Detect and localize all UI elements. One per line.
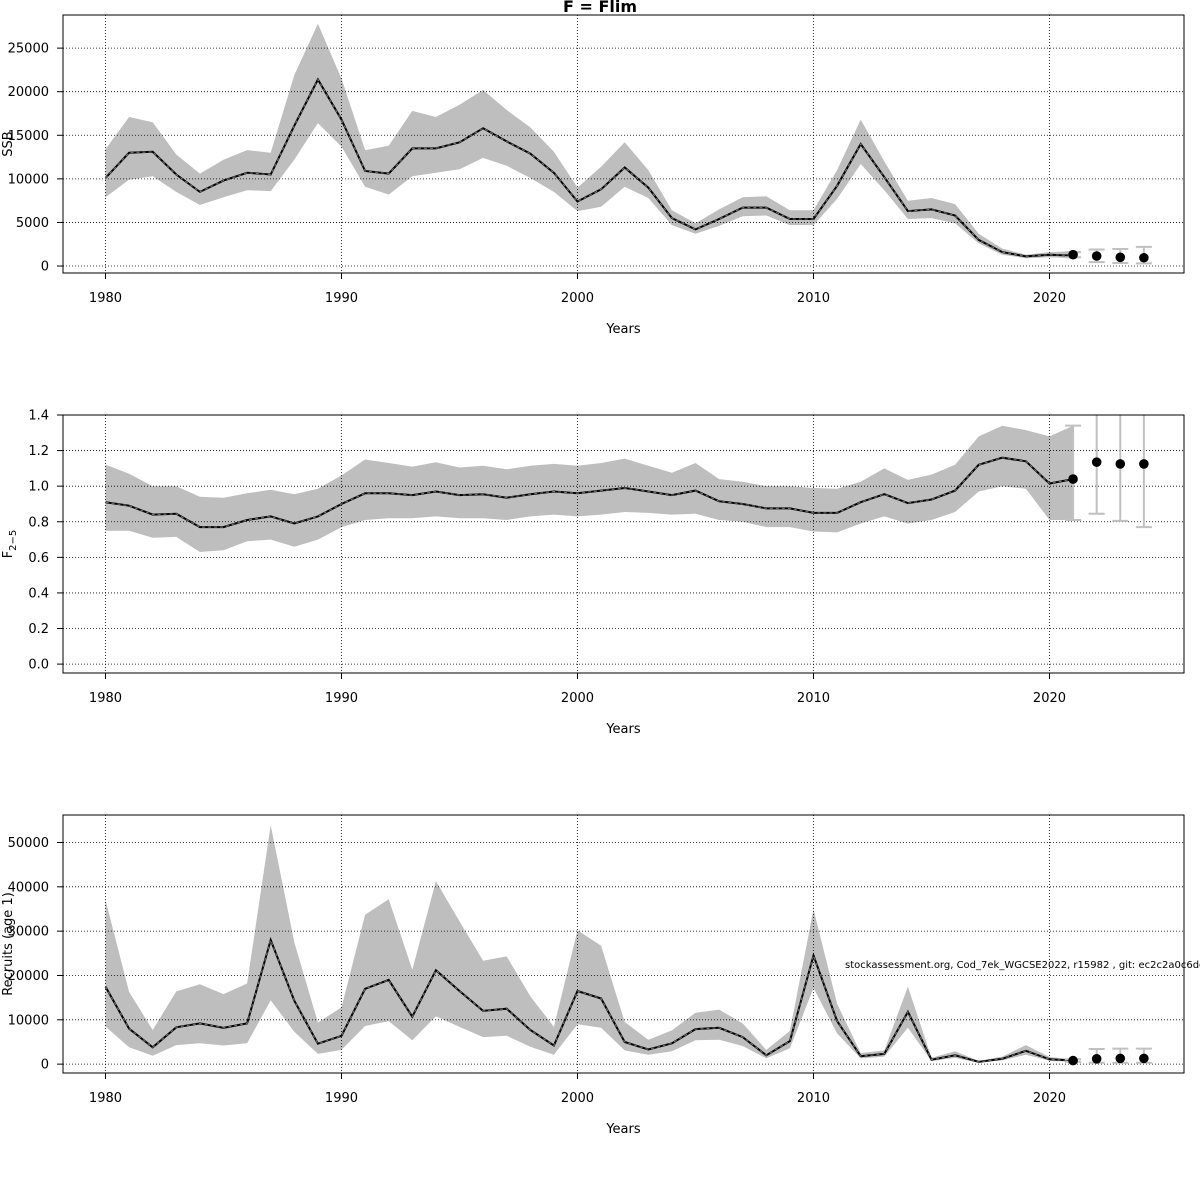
ssb-estimate-dashes <box>105 78 1074 257</box>
f-y-tick-label: 0.4 <box>28 586 49 601</box>
recruits-x-tick-label: 1980 <box>89 1091 122 1106</box>
ssb-forecast-point-2022 <box>1091 251 1102 261</box>
ssb-x-tick-label: 2020 <box>1033 291 1066 306</box>
f-y-axis-label-subscript: 2−5 <box>8 530 19 551</box>
ssb-y-tick-label: 5000 <box>16 216 49 231</box>
recruits-y-tick-label: 10000 <box>8 1013 49 1028</box>
f-x-tick-label: 2010 <box>797 691 830 706</box>
ssb-plot-frame <box>62 14 1185 274</box>
f-forecast-point-2022 <box>1091 457 1102 467</box>
recruits-estimate-dashes <box>105 938 1074 1063</box>
recruits-forecast-point-2022 <box>1091 1054 1102 1064</box>
recruits-y-axis-label-text: Recruits (age 1) <box>1 892 16 996</box>
recruits-y-tick-label: 30000 <box>8 925 49 940</box>
recruits-forecast-point-2024 <box>1139 1053 1149 1064</box>
f-forecast-point-2021 <box>1068 474 1078 484</box>
ssb-x-axis-label: Years <box>605 322 641 337</box>
f-y-tick-label: 0.8 <box>28 515 49 530</box>
f-y-axis-label-text: F <box>1 551 16 558</box>
recruits-y-tick-label: 50000 <box>8 836 49 851</box>
f-estimate-dashes <box>105 457 1074 528</box>
f-x-axis-label: Years <box>605 722 641 737</box>
f-confidence-band <box>105 425 1074 552</box>
f-y-tick-label: 1.4 <box>28 409 49 424</box>
ssb-x-tick-label: 2000 <box>561 291 594 306</box>
ssb-forecast-point-2021 <box>1068 249 1078 260</box>
ssb-y-tick-label: 15000 <box>8 129 49 144</box>
ssb-y-tick-label: 20000 <box>8 85 49 100</box>
f-x-tick-label: 1990 <box>325 691 358 706</box>
ssb-panel: 1980 1990 2000 2010 2020 Years 0 5000 10000 15000… <box>1 14 1185 337</box>
ssb-y-tick-label: 10000 <box>8 172 49 187</box>
f-y-tick-label: 1.0 <box>28 480 49 495</box>
f-y-tick-label: 0.6 <box>28 551 49 566</box>
f-x-tick-label: 2020 <box>1033 691 1066 706</box>
f-y-tick-label: 0.2 <box>28 622 49 637</box>
recruits-forecast-point-2023 <box>1115 1053 1126 1064</box>
recruits-y-tick-label: 20000 <box>8 969 49 984</box>
recruits-x-tick-label: 2020 <box>1033 1091 1066 1106</box>
recruits-x-tick-label: 1990 <box>325 1091 358 1106</box>
ssb-y-axis-label-text: SSB <box>1 131 16 156</box>
recruits-plot-frame <box>62 814 1185 1074</box>
recruits-forecast-point-2021 <box>1068 1055 1078 1066</box>
f-y-axis-label: F2−5 <box>1 530 19 559</box>
ssb-x-tick-label: 1980 <box>89 291 122 306</box>
recruits-y-axis-label: Recruits (age 1) <box>1 892 16 996</box>
ssb-y-tick-label: 25000 <box>8 42 49 57</box>
f-forecast-point-2024 <box>1139 459 1149 469</box>
recruits-x-tick-label: 2010 <box>797 1091 830 1106</box>
recruits-panel: 1980 1990 2000 2010 2020 Years 0 10000 20000 3000… <box>1 814 1185 1137</box>
recruits-y-tick-label: 0 <box>41 1058 49 1073</box>
recruits-confidence-band <box>105 825 1074 1063</box>
f-y-tick-label: 1.2 <box>28 444 49 459</box>
chart-title: F = Flim <box>562 0 638 16</box>
ssb-confidence-band <box>105 23 1074 259</box>
ssb-x-tick-label: 1990 <box>325 291 358 306</box>
ssb-forecast-point-2023 <box>1115 252 1126 263</box>
ssb-forecast-point-2024 <box>1139 252 1149 263</box>
footnote-text: stockassessment.org, Cod_7ek_WGCSE2022, … <box>845 960 1200 971</box>
ssb-x-tick-label: 2010 <box>797 291 830 306</box>
recruits-x-tick-label: 2000 <box>561 1091 594 1106</box>
f-plot-frame <box>62 414 1185 674</box>
fishing-mortality-panel: 1980 1990 2000 2010 2020 Years 0.0 0.2 0.4 0.6 0.8… <box>1 409 1185 737</box>
ssb-y-axis-label: SSB <box>1 131 16 156</box>
f-y-tick-label: 0.0 <box>28 658 49 673</box>
ssb-y-tick-label: 0 <box>41 260 49 275</box>
f-x-tick-label: 1980 <box>89 691 122 706</box>
recruits-x-axis-label: Years <box>605 1122 641 1137</box>
f-x-tick-label: 2000 <box>561 691 594 706</box>
f-forecast-errorbar-2024 <box>1135 415 1152 529</box>
f-forecast-point-2023 <box>1115 459 1126 469</box>
f-forecast-errorbar-2021 <box>1065 424 1082 521</box>
recruits-y-tick-label: 40000 <box>8 880 49 895</box>
